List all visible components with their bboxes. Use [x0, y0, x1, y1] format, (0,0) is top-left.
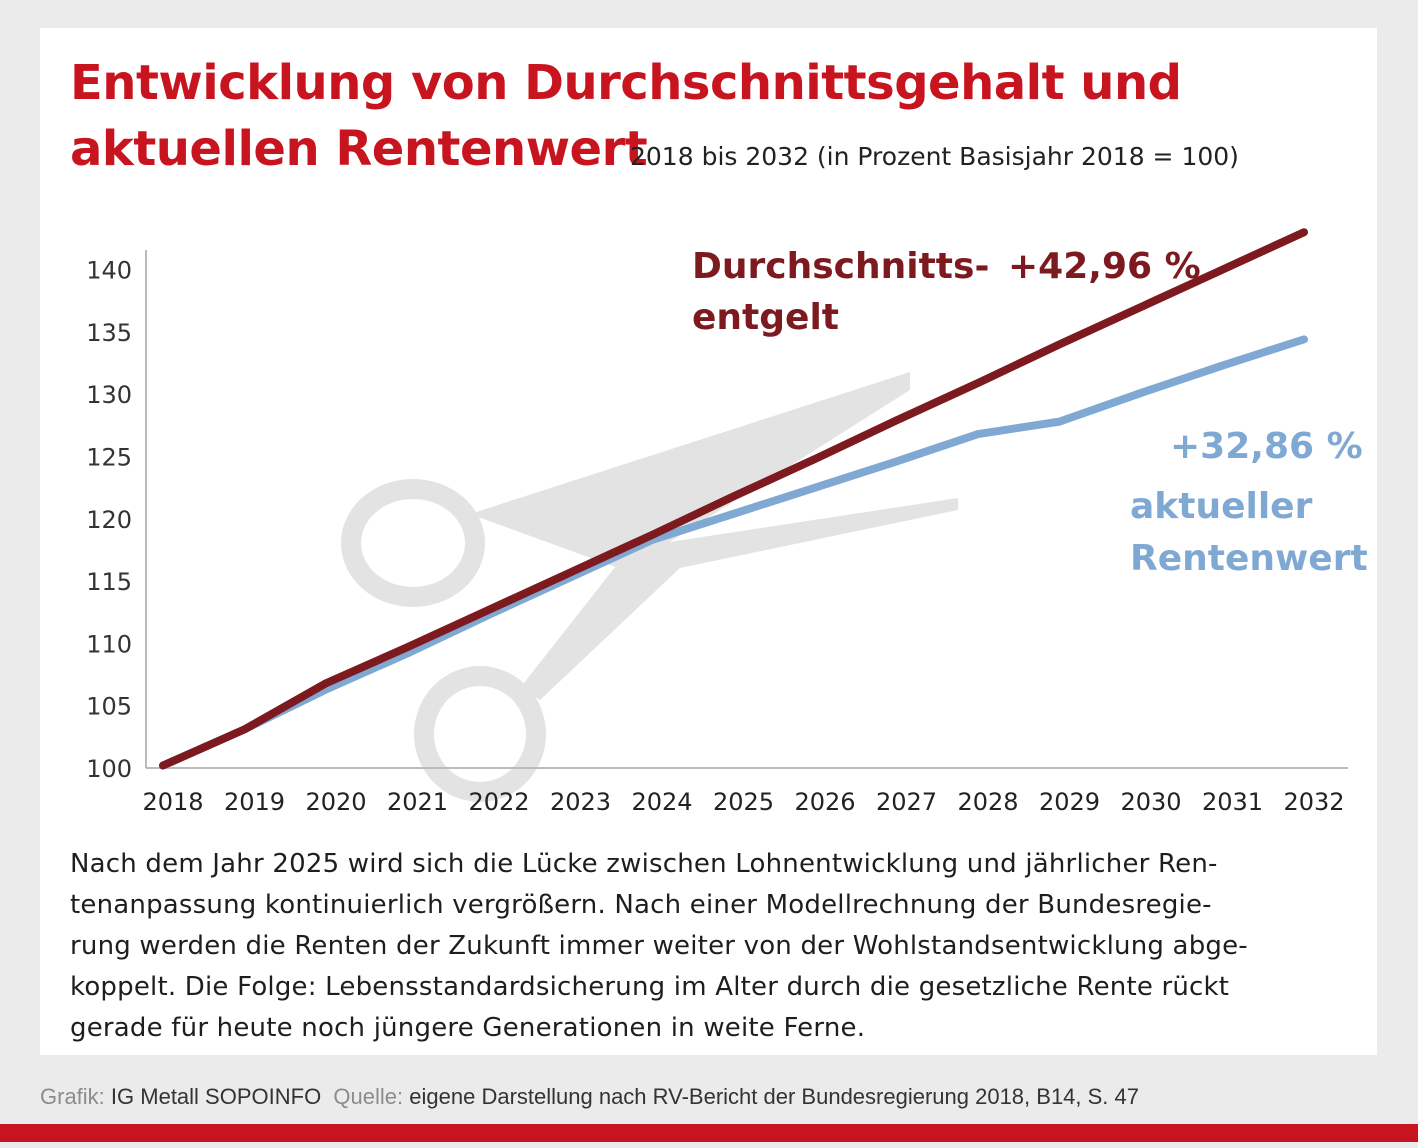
x-tick-label: 2020 [305, 788, 366, 816]
y-tick-label: 135 [86, 319, 132, 347]
chart-title-line1: Entwicklung von Durchschnittsgehalt und [70, 55, 1182, 111]
scissors-icon [341, 372, 958, 802]
scissors-blade [470, 372, 910, 576]
x-tick-label: 2028 [957, 788, 1018, 816]
y-tick-label: 130 [86, 381, 132, 409]
x-tick-label: 2018 [142, 788, 203, 816]
grafik-value: IG Metall SOPOINFO [110, 1084, 322, 1109]
y-tick-label: 100 [86, 755, 132, 783]
change-label-entgelt: +42,96 % [1008, 246, 1201, 287]
x-tick-label: 2021 [387, 788, 448, 816]
y-tick-label: 110 [86, 630, 132, 658]
x-tick-label: 2032 [1283, 788, 1344, 816]
x-tick-label: 2030 [1120, 788, 1181, 816]
scissors-ring [341, 479, 485, 607]
accent-bar [0, 1124, 1418, 1142]
chart-title: Entwicklung von Durchschnittsgehalt und … [70, 50, 1182, 182]
scissors-blade [520, 498, 958, 700]
description-text: Nach dem Jahr 2025 wird sich die Lücke z… [70, 844, 1355, 1049]
scissors-ring [414, 666, 546, 802]
description-line: tenanpassung kontinuierlich vergrößern. … [70, 890, 1212, 920]
series-line-durchschnittsentgelt [159, 228, 1308, 770]
series-label-rentenwert-line2: Rentenwert [1130, 538, 1368, 579]
x-tick-label: 2023 [550, 788, 611, 816]
description-line: koppelt. Die Folge: Lebensstandardsicher… [70, 972, 1230, 1002]
y-tick-label: 125 [86, 444, 132, 472]
quelle-value: eigene Darstellung nach RV-Bericht der B… [409, 1084, 1140, 1109]
y-tick-label: 105 [86, 693, 132, 721]
series-line-rentenwert [159, 335, 1308, 770]
x-tick-label: 2025 [713, 788, 774, 816]
y-tick-label: 115 [86, 568, 132, 596]
quelle-label: Quelle: [333, 1084, 404, 1109]
x-tick-label: 2026 [794, 788, 855, 816]
chart-title-line2: aktuellen Rentenwert [70, 121, 648, 177]
line-chart: 100 105 110 115 120 125 130 135 140 2018 2019 2020 2… [86, 228, 1368, 816]
chart-annotations: Durchschnitts-entgelt +42,96 % +32,86 % akt… [692, 246, 1368, 579]
chart-axes: 100 105 110 115 120 125 130 135 140 2018 2019 2020 2… [86, 250, 1348, 816]
chart-subtitle: 2018 bis 2032 (in Prozent Basisjahr 2018… [630, 142, 1239, 171]
description-line: gerade für heute noch jüngere Generation… [70, 1013, 866, 1043]
x-tick-label: 2024 [631, 788, 692, 816]
y-tick-label: 120 [86, 506, 132, 534]
x-tick-label: 2022 [468, 788, 529, 816]
y-tick-label: 140 [86, 257, 132, 285]
series-label-entgelt-line2: entgelt [692, 297, 839, 338]
x-tick-label: 2031 [1202, 788, 1263, 816]
x-tick-label: 2019 [224, 788, 285, 816]
series-label-rentenwert-line1: aktueller [1130, 486, 1313, 527]
infographic-card: Entwicklung von Durchschnittsgehalt und … [40, 28, 1377, 1055]
change-label-rentenwert: +32,86 % [1170, 426, 1363, 467]
source-footer: Grafik: IG Metall SOPOINFO Quelle: eigen… [40, 1084, 1139, 1110]
x-tick-label: 2029 [1039, 788, 1100, 816]
description-line: Nach dem Jahr 2025 wird sich die Lücke z… [70, 849, 1218, 879]
chart-series [159, 228, 1308, 770]
x-tick-label: 2027 [876, 788, 937, 816]
grafik-label: Grafik: [40, 1084, 105, 1109]
description-line: rung werden die Renten der Zukunft immer… [70, 931, 1248, 961]
series-label-entgelt-line1: Durchschnitts- [692, 246, 989, 287]
